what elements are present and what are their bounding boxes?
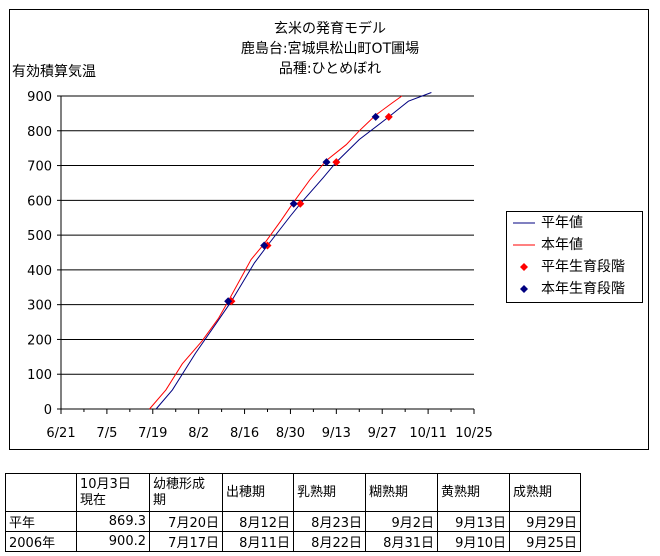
plot-area	[61, 96, 474, 409]
table-cell: 8月22日	[293, 531, 366, 552]
legend-line-symbol	[513, 222, 535, 224]
stage-marker	[224, 297, 233, 306]
legend-label: 本年値	[541, 237, 583, 253]
x-tick-label: 9/27	[368, 426, 397, 441]
row-label: 平年	[5, 511, 77, 532]
table-row: 2006年 900.2 7月17日 8月11日 8月22日 8月31日 9月10…	[5, 531, 581, 552]
diamond-marker-icon	[520, 263, 528, 271]
chart-frame	[9, 9, 649, 450]
stage-marker	[322, 158, 331, 167]
legend-label: 平年生育段階	[541, 259, 625, 275]
chart-subtitle-variety: 品種:ひとめぼれ	[278, 61, 382, 77]
table-cell: 9月10日	[437, 531, 510, 552]
table-header-cell: 出穂期	[222, 473, 294, 512]
table-cell: 9月29日	[509, 511, 581, 532]
y-tick-label: 800	[27, 125, 52, 140]
chart-plot: 0 100 200 300 400 500 600 700 800 900 6/21 7/5 7/19 8…	[27, 90, 493, 441]
row-label: 2006年	[5, 531, 77, 552]
legend-item-normal-stages: 平年生育段階	[507, 258, 642, 276]
table-cell: 8月12日	[222, 511, 294, 532]
table-header-row: 10月3日 現在 幼穂形成期 出穂期 乳熟期 糊熟期 黄熟期 成熟期	[5, 473, 581, 512]
legend-item-current-stages: 本年生育段階	[507, 280, 642, 298]
legend-item-current-line: 本年値	[507, 236, 642, 254]
y-tick-label: 0	[44, 403, 52, 418]
x-tick-label: 8/2	[188, 426, 209, 441]
y-tick-label: 900	[27, 90, 52, 105]
table-cell: 7月20日	[149, 511, 223, 532]
y-tick-label: 500	[27, 229, 52, 244]
stage-marker	[260, 241, 269, 250]
chart-title: 玄米の発育モデル	[274, 21, 386, 37]
legend-line-symbol	[513, 244, 535, 246]
x-tick-label: 6/21	[46, 426, 75, 441]
stage-marker	[332, 158, 341, 167]
table-header-cell: 黄熟期	[437, 473, 510, 512]
table-header-cell	[5, 473, 77, 512]
x-tick-label: 10/25	[455, 426, 492, 441]
table-header-cell: 成熟期	[509, 473, 581, 512]
table-cell: 8月31日	[365, 531, 438, 552]
chart-subtitle-location: 鹿島台:宮城県松山町OT圃場	[240, 41, 420, 57]
x-tick-label: 9/13	[322, 426, 351, 441]
stage-marker	[371, 112, 380, 121]
growth-stage-table: 10月3日 現在 幼穂形成期 出穂期 乳熟期 糊熟期 黄熟期 成熟期 平年 869…	[5, 473, 581, 552]
table-header-cell: 10月3日 現在	[76, 473, 150, 512]
y-tick-label: 200	[27, 333, 52, 348]
stage-marker	[384, 112, 393, 121]
series-line	[155, 92, 432, 410]
x-tick-label: 8/30	[276, 426, 305, 441]
table-cell: 9月25日	[509, 531, 581, 552]
series-line	[149, 95, 403, 410]
x-tick-label: 8/16	[230, 426, 259, 441]
table-cell: 9月13日	[437, 511, 510, 532]
y-axis-label: 有効積算気温	[12, 64, 96, 80]
legend-item-normal-line: 平年値	[507, 214, 642, 232]
y-tick-label: 400	[27, 264, 52, 279]
stage-marker	[296, 199, 305, 208]
table-cell: 900.2	[76, 531, 150, 552]
legend: 平年値 本年値 平年生育段階 本年生育段階	[506, 211, 643, 303]
table-header-cell: 糊熟期	[365, 473, 438, 512]
legend-label: 本年生育段階	[541, 281, 625, 297]
table-cell: 8月23日	[293, 511, 366, 532]
diamond-marker-icon	[520, 285, 528, 293]
y-tick-label: 600	[27, 194, 52, 209]
stage-marker	[289, 199, 298, 208]
y-tick-label: 100	[27, 368, 52, 383]
legend-label: 平年値	[541, 215, 583, 231]
x-tick-label: 10/11	[409, 426, 446, 441]
x-tick-label: 7/19	[138, 426, 167, 441]
table-cell: 7月17日	[149, 531, 223, 552]
table-header-cell: 乳熟期	[293, 473, 366, 512]
x-tick-label: 7/5	[96, 426, 117, 441]
table-cell: 869.3	[76, 511, 150, 532]
table-row: 平年 869.3 7月20日 8月12日 8月23日 9月2日 9月13日 9月…	[5, 511, 581, 532]
table-cell: 9月2日	[365, 511, 438, 532]
y-tick-label: 300	[27, 299, 52, 314]
table-cell: 8月11日	[222, 531, 294, 552]
y-tick-label: 700	[27, 160, 52, 175]
table-header-cell: 幼穂形成期	[149, 473, 223, 512]
